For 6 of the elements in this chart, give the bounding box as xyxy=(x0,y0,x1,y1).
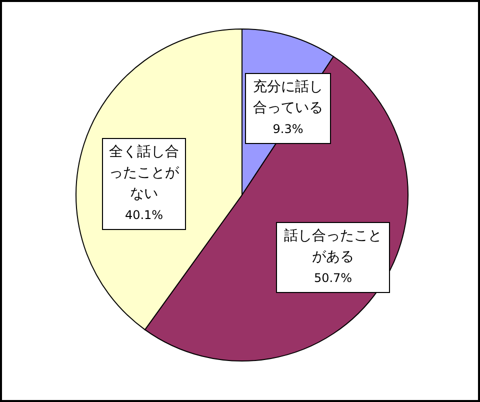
data-label: 9.3% xyxy=(272,121,304,138)
slice-label: 全く話し合ったことがない xyxy=(108,143,180,204)
data-label: 50.7% xyxy=(312,270,354,287)
data-label: 40.1% xyxy=(124,207,164,224)
slice-label: 充分に話し合っている xyxy=(252,78,324,118)
slice-label: 話し合ったことがある xyxy=(283,227,383,267)
